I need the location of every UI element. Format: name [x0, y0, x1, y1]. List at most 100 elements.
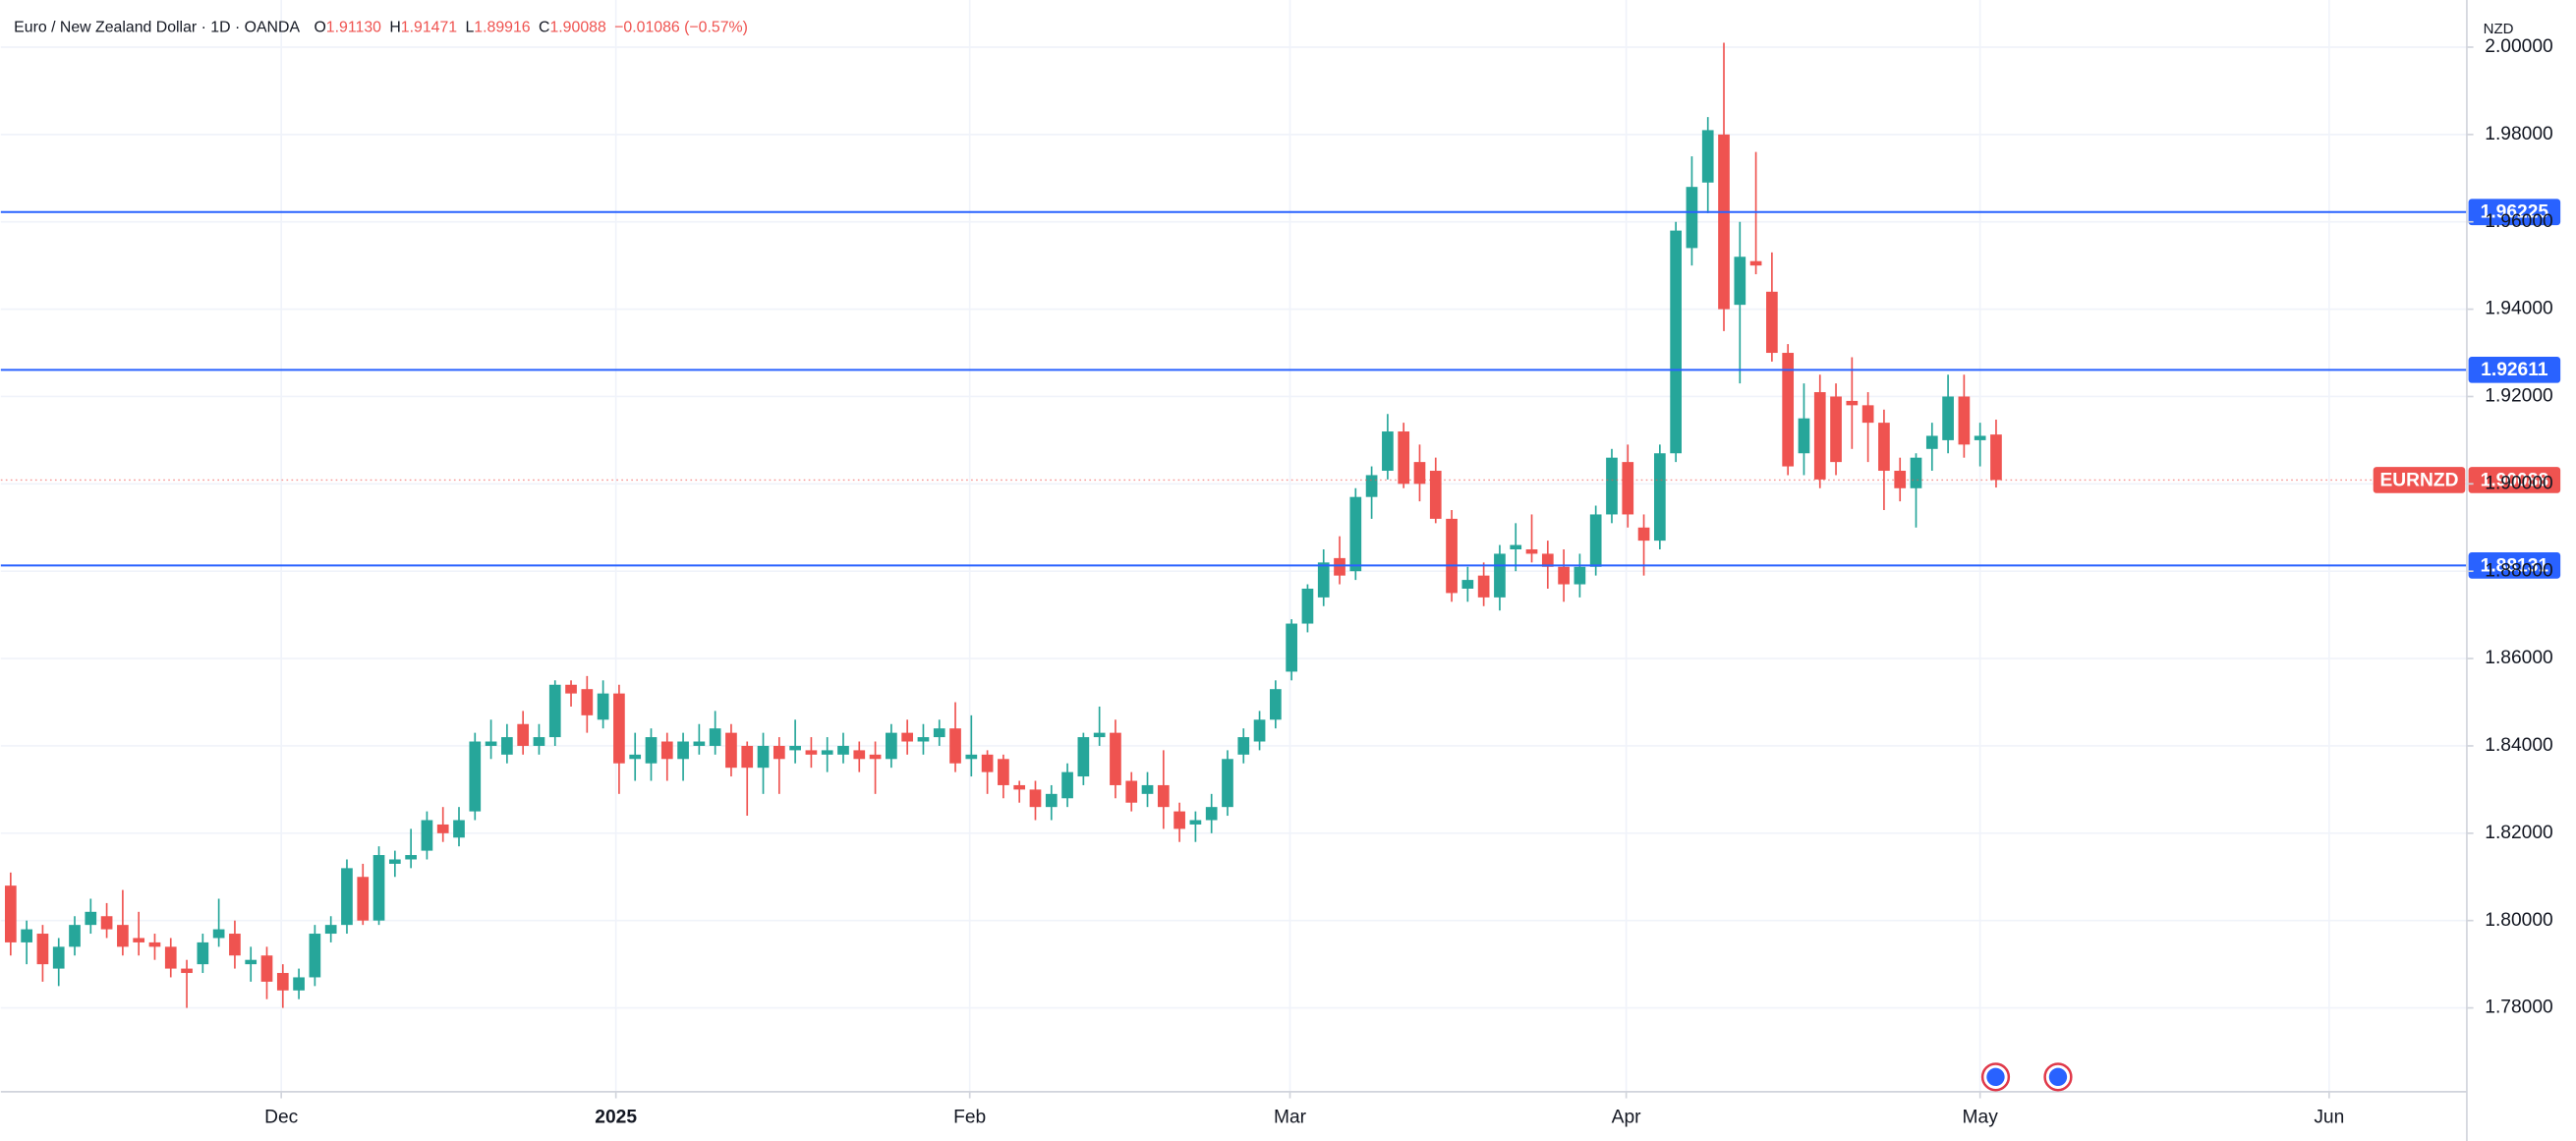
candle-body	[293, 977, 305, 991]
header: Euro / New Zealand Dollar · 1D · OANDA O…	[14, 20, 748, 36]
candle-body	[1942, 396, 1954, 440]
candle-body	[181, 968, 193, 974]
y-tick-label: 1.82000	[2485, 823, 2552, 843]
candle-body	[1782, 353, 1795, 467]
symbol-tag	[2373, 467, 2466, 493]
candle-body	[998, 759, 1009, 785]
candle-body	[917, 737, 930, 742]
candle-body	[1205, 807, 1218, 821]
candle-body	[853, 750, 866, 760]
y-tick-label: 2.00000	[2485, 36, 2552, 57]
candle-body	[1798, 418, 1810, 454]
candle-body	[1701, 130, 1714, 183]
candle-body	[245, 959, 258, 965]
x-tick-label: Jun	[2314, 1108, 2344, 1128]
candle-body	[1637, 527, 1650, 542]
candle-body	[1589, 514, 1602, 567]
candle-body	[1174, 811, 1185, 829]
y-tick-label: 1.78000	[2485, 998, 2552, 1018]
y-tick-label: 1.86000	[2485, 648, 2552, 668]
ohlc-value: 1.91130	[326, 20, 381, 36]
candle-body	[372, 855, 385, 921]
candle-body	[757, 745, 770, 769]
candle-body	[1237, 737, 1250, 755]
candle-body	[1958, 396, 1971, 445]
candle-body	[1029, 789, 1042, 808]
candle-body	[85, 911, 97, 926]
candle-body	[69, 925, 81, 947]
candle-body	[1317, 562, 1330, 598]
candle-body	[421, 820, 433, 851]
candle-body	[869, 754, 882, 760]
candle-body	[1477, 575, 1490, 598]
candle-body	[1670, 230, 1682, 454]
ohlc-key: H	[389, 20, 400, 36]
y-tick-label: 1.88000	[2485, 560, 2552, 581]
x-tick-label: Dec	[264, 1108, 299, 1128]
candle-body	[324, 925, 337, 935]
candle-body	[660, 741, 673, 760]
candle-body	[4, 885, 17, 942]
candle-body	[1125, 780, 1138, 803]
candle-body	[388, 859, 401, 864]
x-tick-label: Mar	[1274, 1108, 1307, 1128]
candle-body	[629, 754, 642, 760]
candle-body	[1141, 784, 1154, 794]
candle-body	[1413, 462, 1426, 485]
candle-body	[1878, 423, 1890, 472]
candle-body	[725, 732, 737, 769]
candle-body	[517, 723, 530, 746]
change: −0.01086 (−0.57%)	[614, 20, 748, 36]
candle-body	[436, 824, 449, 833]
line-price-label: 1.88131	[2481, 555, 2549, 576]
x-tick-label: 2025	[595, 1108, 637, 1128]
candle-body	[1510, 544, 1522, 549]
candle-body	[1429, 471, 1442, 519]
candle-body	[357, 877, 370, 921]
candle-body	[693, 741, 706, 746]
event-icon[interactable]	[1980, 1062, 2011, 1092]
candle-body	[949, 728, 961, 764]
candle-body	[901, 732, 914, 742]
candle-body	[1813, 392, 1826, 480]
candle-body	[1541, 553, 1554, 567]
candle-body	[886, 732, 897, 760]
candle-body	[309, 934, 321, 978]
candle-body	[613, 693, 625, 764]
candle-body	[1013, 784, 1026, 790]
candle-body	[276, 973, 289, 991]
candle-body	[1734, 257, 1746, 306]
candle-body	[645, 737, 658, 764]
candle-body	[229, 934, 241, 956]
candle-body	[1382, 431, 1394, 472]
candle-body	[1301, 588, 1314, 624]
candle-body	[789, 745, 801, 751]
candle-body	[1157, 784, 1170, 808]
line-price-label: 1.92611	[2481, 360, 2548, 380]
y-tick-label: 1.80000	[2485, 910, 2552, 931]
line-price-label: 1.96225	[2481, 202, 2549, 223]
x-tick-label: Feb	[953, 1108, 986, 1128]
candle-body	[1606, 457, 1618, 515]
y-tick-label: 1.96000	[2485, 211, 2552, 232]
candle-body	[21, 929, 32, 942]
candle-body	[1749, 260, 1762, 266]
ohlc-key: L	[465, 20, 474, 36]
candle-body	[1494, 553, 1506, 598]
symbol-label: EURNZD	[2379, 470, 2458, 490]
candle-body	[821, 750, 833, 755]
candle-body	[212, 929, 225, 939]
candle-body	[1349, 496, 1362, 572]
line-price-tag	[2468, 552, 2561, 579]
candle-body	[1365, 475, 1378, 497]
candle-body	[164, 946, 177, 969]
candle-body	[1061, 771, 1073, 799]
candle-body	[1077, 737, 1090, 777]
candle-body	[1398, 431, 1410, 485]
ohlc-key: C	[539, 20, 549, 36]
candle-body	[837, 745, 849, 755]
event-icon[interactable]	[2043, 1062, 2073, 1092]
candle-body	[341, 868, 353, 926]
